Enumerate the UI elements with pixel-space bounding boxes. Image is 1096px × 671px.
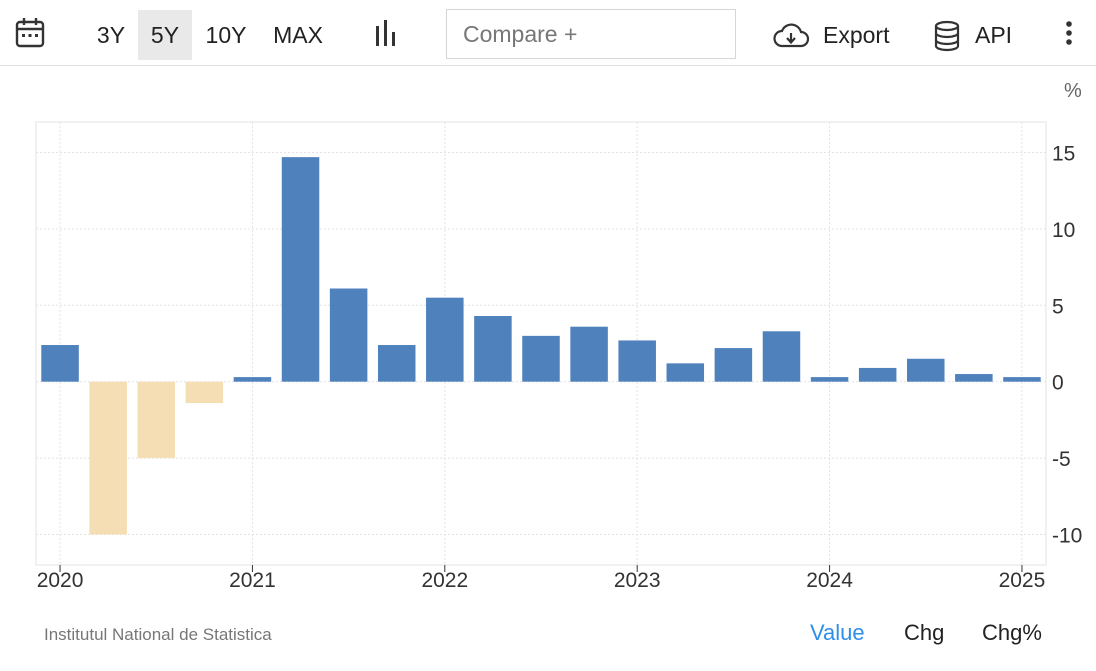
bar [955,374,993,382]
chart-toolbar: 3Y 5Y 10Y MAX Export API [0,0,1096,66]
bar [907,358,945,382]
bar [810,377,849,382]
bar [377,345,416,382]
x-tick-label: 2023 [614,569,661,592]
calendar-icon[interactable] [14,16,50,52]
bar [41,345,79,382]
x-tick-label: 2021 [229,569,276,592]
api-button[interactable]: API [932,10,1022,60]
bar [762,331,801,382]
api-label: API [975,22,1013,48]
bar [474,316,512,382]
bar [858,367,897,382]
y-tick-label: 5 [1052,295,1064,318]
bar-chart-icon[interactable] [372,18,412,50]
export-button[interactable]: Export [772,10,902,60]
cloud-download-icon [773,23,810,48]
y-tick-label: -5 [1052,448,1071,471]
y-tick-label: -10 [1052,524,1082,547]
source-label: Institutul National de Statistica [44,625,272,644]
range-max-button[interactable]: MAX [273,22,323,48]
unit-label: % [1064,80,1082,102]
bar [618,340,656,382]
bar [714,348,753,382]
bar [522,335,560,382]
tab-chg-percent[interactable]: Chg% [982,620,1042,645]
y-tick-label: 0 [1052,372,1064,395]
bar [233,377,272,382]
range-10y-button[interactable]: 10Y [205,22,247,48]
bar [281,157,320,382]
export-label: Export [823,22,890,48]
x-tick-label: 2025 [999,569,1046,592]
bar [666,363,705,382]
tab-chg[interactable]: Chg [904,620,945,645]
bar [89,381,127,535]
vertical-dots-icon[interactable] [1056,18,1082,52]
x-tick-label: 2022 [421,569,468,592]
range-5y-button[interactable]: 5Y [138,10,192,60]
compare-input[interactable] [446,9,736,59]
range-3y-button[interactable]: 3Y [96,22,126,48]
plot-frame [35,121,1047,566]
bar [329,288,368,382]
bar [1003,377,1041,382]
x-tick-label: 2020 [37,569,84,592]
database-icon [934,20,960,52]
y-tick-label: 15 [1052,143,1075,166]
bar [570,326,608,382]
tab-value[interactable]: Value [810,620,865,645]
bar [137,381,175,459]
bar [185,381,224,404]
y-tick-label: 10 [1052,219,1075,242]
x-tick-label: 2024 [806,569,853,592]
bar [426,297,464,382]
